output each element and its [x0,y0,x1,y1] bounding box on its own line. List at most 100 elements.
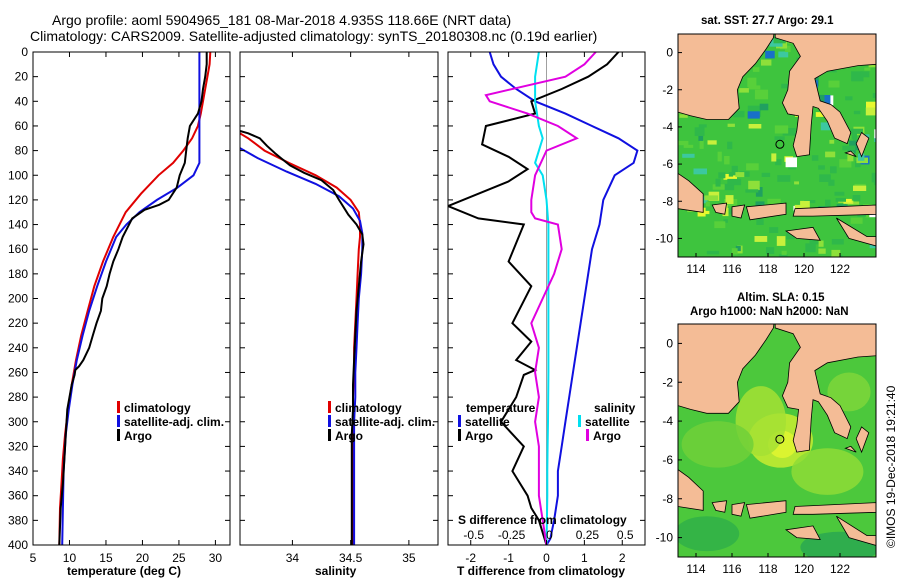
sst-pixel [771,153,777,162]
sla-shade-patch [678,516,740,552]
sst-pixel [786,231,795,240]
legend-marker-climatology [117,401,120,413]
sst-pixel [683,144,694,148]
series-temperature-satellite [488,52,639,545]
y-tick-label: 220 [8,316,28,330]
sst-pixel [831,249,841,257]
y-tick-label: 40 [15,94,29,108]
sst-pixel [704,195,719,201]
y-tick-label: 20 [15,70,29,84]
salinity-legend: climatology satellite-adj. clim. Argo [328,401,435,443]
sst-pixel [776,236,786,246]
sst-pixel [853,110,861,115]
land-polygon [711,500,728,513]
sst-pixel [765,50,775,59]
sst-pixel [865,107,876,116]
y-tick-label: 380 [8,513,28,527]
y-tick-label: 60 [15,119,29,133]
map-y-tick-label: -6 [662,453,673,467]
sst-map: sat. SST: 27.7 Argo: 29.1 114 116 118 120 12… [656,15,877,276]
sla-map-frame [677,323,877,558]
y-tick-label: 320 [8,439,28,453]
sst-pixel [800,200,810,211]
sst-pixel [818,240,824,247]
sst-pixel [746,163,759,171]
land-polygon [792,204,876,217]
land-polygon [844,445,857,453]
legend-label-climatology: climatology [335,401,402,415]
series-satellite-adj-clim- [240,147,364,545]
map-x-tick-label: 120 [794,562,814,576]
map-x-tick-label: 122 [830,562,850,576]
y-tick-label: 0 [21,45,28,59]
sst-pixel [774,136,785,140]
legend-marker-argo [328,429,331,441]
temperature-panel: 5 10 15 20 25 3002040608010012014016018020022… [8,45,231,578]
series-climatology [240,132,361,545]
land-polygon [678,172,704,213]
sst-pixel [866,101,876,110]
sla-map-title: Altim. SLA: 0.15 [737,292,825,304]
legend-title-temperature: temperature [466,401,536,415]
sst-pixel [855,160,861,168]
sst-pixel [830,166,837,174]
y-tick-label: 120 [8,193,28,207]
sst-pixel [815,112,828,117]
sst-pixel [775,159,782,166]
sst-pixel [682,153,695,158]
legend-label-sal-argo: Argo [593,429,621,443]
x-tick-label: 0 [543,551,550,565]
map-x-tick-label: 118 [758,262,777,276]
legend-marker-sal-argo [586,429,589,441]
sst-pixel [839,159,852,168]
legend-label-satellite-adj: satellite-adj. clim. [335,415,435,429]
sst-pixel [851,71,864,82]
sst-pixel [845,96,853,101]
sst-pixel [777,175,791,182]
difference-panel: -2 -1 0 1 2 -0.5 -0.25 0 0.25 0.5 T difference fr… [447,51,646,578]
x-tick-label: 2 [619,551,626,565]
map-y-tick-label: -10 [656,231,674,245]
sst-pixel [860,71,870,78]
argo-location-marker [775,434,785,444]
sst-pixel [835,198,846,202]
legend-marker-satellite-adj [328,415,331,427]
x-tick-label: 30 [209,551,223,565]
sst-pixel [698,124,707,128]
sst-pixel [733,110,745,118]
sst-pixel [847,151,854,162]
y-tick-label: 340 [8,464,28,478]
sst-pixel [849,140,859,151]
map-y-tick-label: -4 [662,120,673,134]
sst-pixel [727,123,735,127]
sst-pixel [699,140,704,149]
map-y-tick-label: -8 [662,194,673,208]
y-tick-label: 360 [8,489,28,503]
sst-pixel [752,67,760,72]
y-tick-label: 300 [8,415,28,429]
sst-pixel [761,172,771,177]
map-y-tick-label: -4 [662,414,673,428]
map-x-tick-label: 120 [794,262,814,276]
map-y-tick-label: -6 [662,157,673,171]
series-salinity-satellite [534,52,550,545]
sst-pixel [707,140,717,145]
sst-pixel [745,189,759,193]
land-polygon [678,469,704,511]
y-tick-label: 160 [8,242,28,256]
sst-pixel [678,140,689,146]
sst-pixel [852,195,861,202]
map-y-tick-label: -8 [662,492,673,506]
sst-pixel [821,95,831,105]
sst-pixel [761,59,772,66]
difference-xlabel-s: S difference from climatology [458,513,627,527]
sst-pixel [756,219,764,225]
series-temperature-argo [448,52,620,545]
sla-map-subtitle: Argo h1000: NaN h2000: NaN [690,306,849,318]
sst-pixel [739,171,750,177]
land-polygon [678,34,775,120]
y-tick-label: 280 [8,390,28,404]
land-polygon [745,500,787,519]
x2-tick-label: 0 [546,528,553,542]
sst-pixel [725,195,734,204]
